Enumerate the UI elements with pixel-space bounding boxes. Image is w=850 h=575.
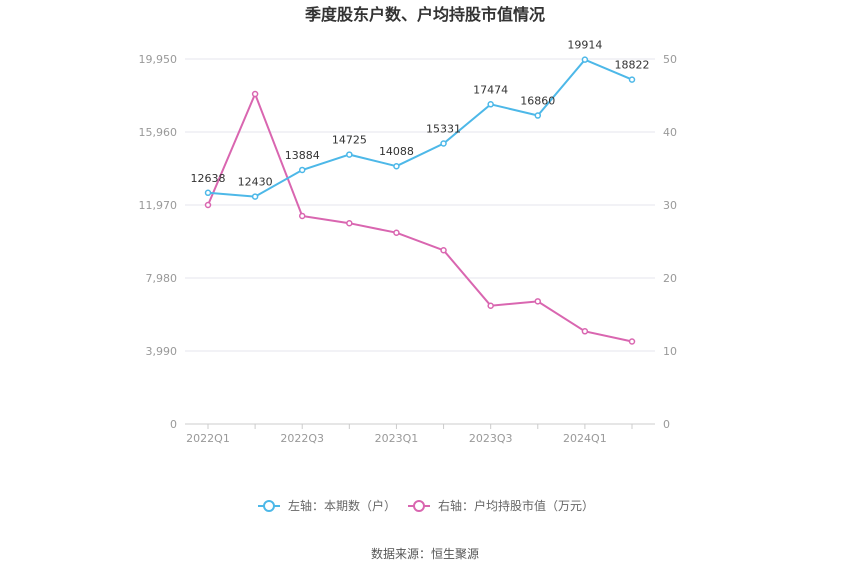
data-point	[346, 220, 353, 227]
legend-label: 左轴：本期数（户）	[288, 498, 396, 513]
legend-item[interactable]: 左轴：本期数（户）	[258, 498, 396, 513]
left-tick-label: 3,990	[146, 345, 178, 358]
left-axis-ticks: 0 3,990 7,980 11,970 15,960 19,950	[139, 53, 178, 431]
right-tick-label: 10	[663, 345, 677, 358]
left-tick-label: 0	[170, 418, 177, 431]
data-label: 18822	[615, 59, 650, 72]
data-point	[628, 338, 636, 345]
data-point	[393, 162, 400, 170]
right-tick-label: 0	[663, 418, 670, 431]
left-tick-label: 15,960	[139, 126, 178, 139]
x-tick-label: 2024Q1	[563, 432, 607, 445]
data-point	[346, 151, 353, 158]
data-point	[487, 101, 494, 108]
left-tick-label: 11,970	[139, 199, 178, 212]
data-point	[534, 298, 542, 305]
data-point	[534, 112, 542, 119]
data-label: 12430	[238, 176, 273, 189]
legend-item[interactable]: 右轴：户均持股市值（万元）	[408, 498, 594, 513]
series-group: 12638 12430 13884 14725 14088 15331 17474 16860…	[191, 39, 650, 345]
data-point	[581, 56, 589, 63]
series-line	[207, 91, 633, 343]
data-point	[393, 229, 400, 236]
data-label: 16860	[520, 95, 555, 108]
data-point	[298, 166, 306, 174]
data-point	[204, 201, 212, 209]
x-tick-label: 2023Q3	[469, 432, 513, 445]
source-note: 数据来源：恒生聚源	[371, 546, 479, 561]
data-point	[487, 302, 494, 309]
series-line	[207, 58, 633, 198]
x-tick-label: 2022Q1	[186, 432, 230, 445]
x-axis-ticks: 2022Q1 2022Q3 2023Q1 2023Q3 2024Q1	[186, 424, 633, 445]
right-tick-label: 20	[663, 272, 677, 285]
legend-marker-icon	[263, 500, 275, 512]
left-tick-label: 19,950	[139, 53, 178, 66]
legend-label: 右轴：户均持股市值（万元）	[438, 498, 594, 513]
right-tick-label: 50	[663, 53, 677, 66]
right-axis-ticks: 0 10 20 30 40 50	[663, 53, 677, 431]
legend[interactable]: 左轴：本期数（户） 右轴：户均持股市值（万元）	[258, 498, 594, 513]
right-tick-label: 40	[663, 126, 677, 139]
data-label: 14088	[379, 145, 414, 158]
data-label: 13884	[285, 149, 320, 162]
data-point	[581, 328, 589, 335]
data-point	[628, 76, 636, 83]
right-tick-label: 30	[663, 199, 677, 212]
data-label: 19914	[567, 39, 602, 52]
legend-marker-icon	[413, 500, 425, 512]
x-tick-label: 2022Q3	[280, 432, 324, 445]
chart-title: 季度股东户数、户均持股市值情况	[304, 5, 545, 24]
data-point	[251, 90, 259, 98]
data-point	[204, 189, 212, 197]
data-label: 15331	[426, 123, 461, 136]
left-tick-label: 7,980	[146, 272, 178, 285]
data-label: 17474	[473, 83, 508, 96]
grid-lines	[185, 58, 655, 425]
data-point	[440, 247, 447, 254]
data-label: 12638	[191, 172, 226, 185]
data-point	[251, 193, 259, 200]
data-point	[298, 212, 306, 220]
data-label: 14725	[332, 134, 367, 147]
x-tick-label: 2023Q1	[375, 432, 419, 445]
data-point	[440, 140, 447, 147]
